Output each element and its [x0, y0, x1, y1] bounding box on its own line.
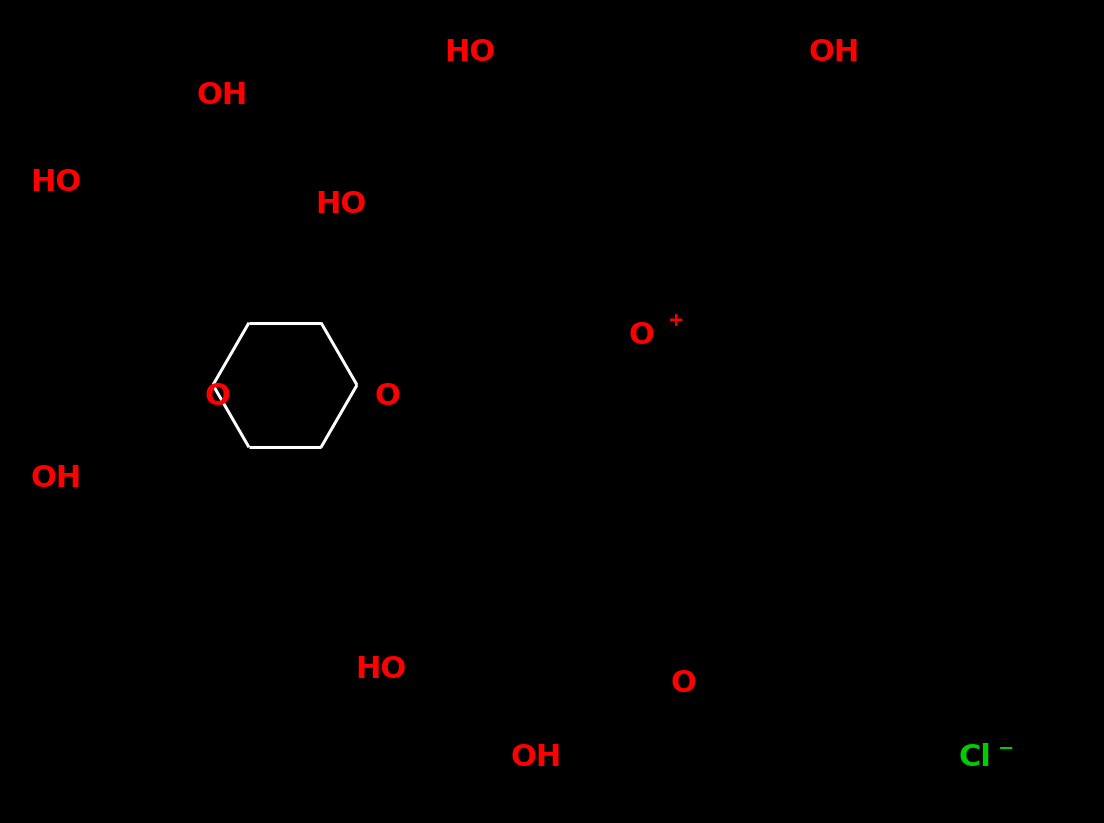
Text: OH: OH: [510, 743, 561, 773]
Text: O: O: [375, 382, 401, 411]
Text: +: +: [668, 310, 684, 329]
Text: O: O: [628, 320, 654, 350]
Text: HO: HO: [315, 189, 367, 218]
Text: HO: HO: [355, 655, 406, 685]
Text: HO: HO: [30, 168, 82, 197]
Text: OH: OH: [197, 81, 247, 109]
Text: O: O: [205, 382, 231, 411]
Text: OH: OH: [30, 463, 82, 492]
Text: HO: HO: [444, 38, 496, 67]
Text: O: O: [670, 668, 696, 698]
Text: −: −: [998, 738, 1015, 757]
Text: Cl: Cl: [958, 743, 991, 773]
Text: OH: OH: [808, 38, 859, 67]
